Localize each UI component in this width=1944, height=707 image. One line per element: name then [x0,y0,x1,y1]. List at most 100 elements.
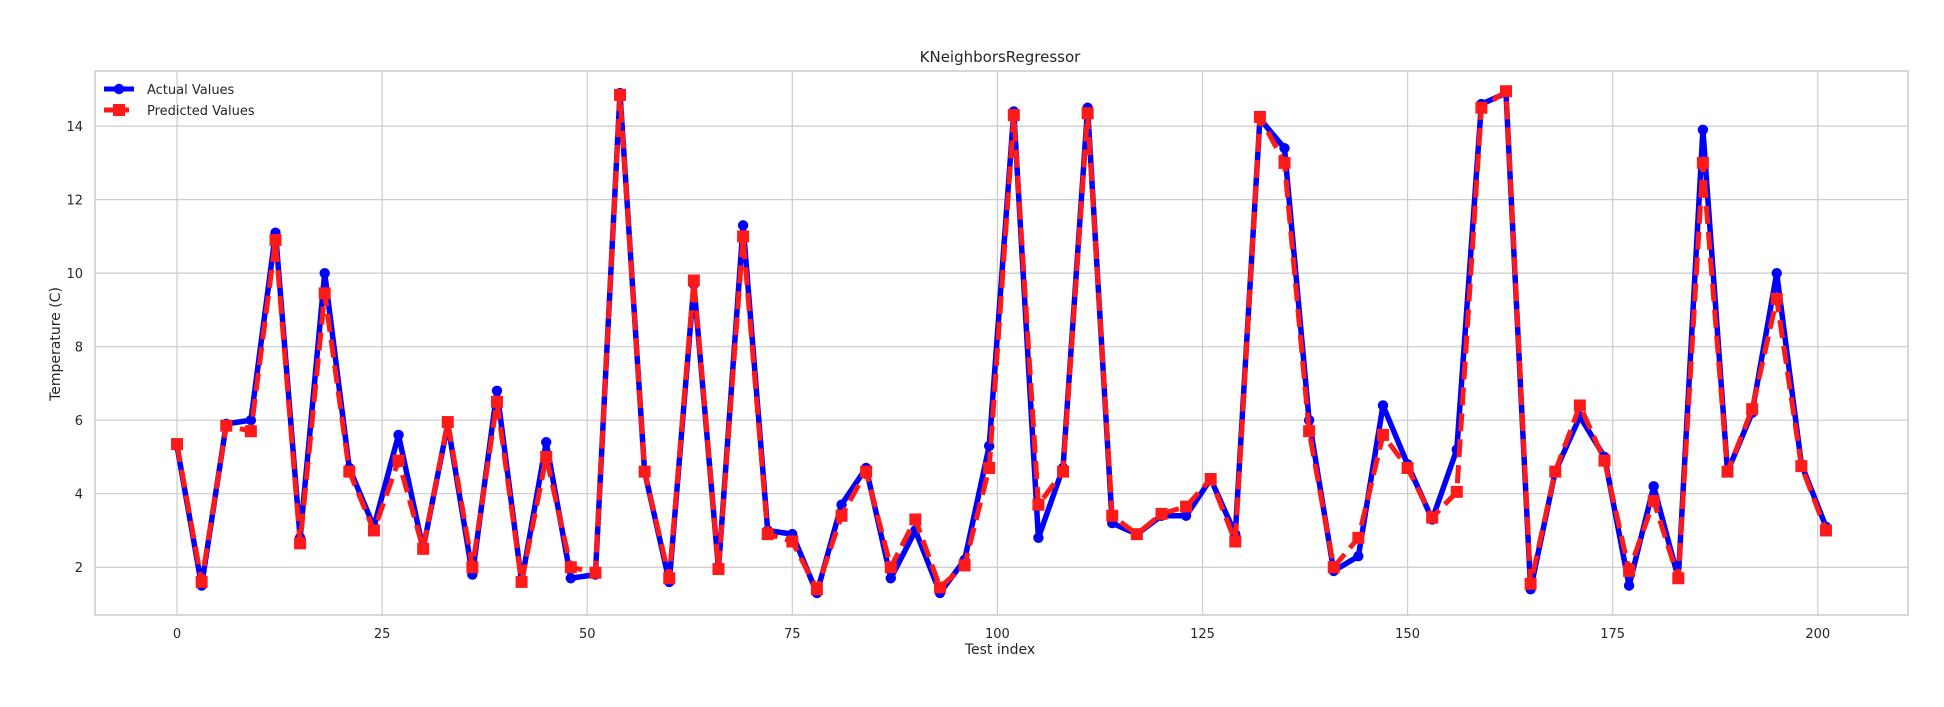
predicted-data-point [933,581,946,594]
predicted-data-point [1401,461,1414,474]
y-tick-label: 6 [75,414,83,429]
actual-data-point [1771,267,1782,279]
predicted-data-point [1278,156,1291,169]
predicted-data-point [1155,507,1168,520]
actual-data-point [393,429,404,441]
predicted-data-point [294,537,307,550]
predicted-data-point [1032,498,1045,511]
predicted-data-point [1204,473,1217,485]
predicted-data-point [958,559,971,572]
actual-data-point [1033,532,1044,544]
predicted-data-point [1524,577,1537,590]
legend-predicted-marker [113,104,125,116]
predicted-data-point [1057,465,1070,478]
predicted-series-line [174,88,1829,592]
x-tick-label: 200 [1805,627,1830,642]
predicted-data-point [1450,485,1463,498]
predicted-data-point [220,419,233,432]
y-tick-label: 4 [75,488,83,503]
legend-predicted-label: Predicted Values [147,104,255,119]
predicted-data-point [1500,85,1513,98]
actual-data-point [1377,400,1389,411]
actual-data-point [1648,481,1659,492]
predicted-data-point [171,438,184,451]
predicted-data-point [638,465,651,478]
predicted-data-point [860,465,873,478]
legend-actual-marker [113,83,125,95]
x-tick-label: 125 [1190,627,1215,642]
predicted-data-point [1130,528,1143,541]
actual-data-point [1180,510,1192,521]
predicted-data-point [1549,465,1562,478]
predicted-data-point [318,287,331,300]
predicted-data-point [466,561,479,574]
predicted-data-point [244,425,257,438]
predicted-data-point [1081,107,1094,120]
predicted-data-point [737,230,750,243]
predicted-data-point [367,524,380,537]
actual-data-point [1279,142,1290,154]
actual-data-point [491,385,503,396]
predicted-data-point [983,461,996,474]
actual-data-point [540,437,552,448]
x-tick-label: 150 [1395,627,1420,642]
predicted-data-point [761,528,774,541]
predicted-data-point [1721,465,1734,478]
predicted-data-point [884,561,897,574]
actual-data-point [1697,124,1709,136]
predicted-data-point [1623,564,1636,577]
predicted-data-point [441,416,454,429]
predicted-data-point [1598,454,1611,467]
predicted-data-point [835,509,848,522]
predicted-data-point [1696,156,1709,169]
y-tick-label: 14 [66,120,83,135]
predicted-data-point [1106,509,1119,522]
predicted-data-point [1303,425,1316,438]
tick-label-layer: 0 25 50 75 100 125 150 175 200 2 4 6 8 10 12 14 [66,120,1830,642]
y-tick-label: 8 [75,341,83,356]
x-tick-label: 100 [985,627,1010,642]
predicted-data-point [786,535,799,548]
predicted-data-point [589,566,602,579]
x-tick-label: 75 [784,627,801,642]
actual-data-point [1623,580,1635,591]
predicted-data-point [515,575,528,588]
chart-title: KNeighborsRegressor [920,48,1082,66]
predicted-data-point [1475,101,1488,114]
predicted-data-point [392,454,405,467]
predicted-data-point [1573,399,1586,412]
y-axis-label: Temperature (C) [48,287,64,402]
predicted-data-point [687,274,700,287]
predicted-data-point [540,450,553,463]
predicted-data-point [490,395,503,408]
predicted-data-point [1229,535,1242,548]
predicted-data-point [1672,572,1685,585]
x-axis-label: Test index [964,642,1035,658]
legend: Actual Values Predicted Values [104,83,255,119]
predicted-data-point [1352,531,1365,544]
series-layer [171,85,1832,599]
actual-data-point [245,414,257,426]
predicted-data-point [1770,292,1783,305]
y-tick-label: 10 [66,267,83,282]
actual-data-point [737,220,749,231]
legend-actual-label: Actual Values [147,83,235,98]
predicted-data-point [1819,524,1832,537]
actual-data-point [885,573,896,584]
predicted-data-point [1327,561,1340,574]
predicted-data-point [1376,428,1389,441]
predicted-data-point [564,561,577,574]
predicted-data-point [1180,500,1193,513]
predicted-data-point [1746,403,1759,416]
plot-frame [94,70,1909,616]
predicted-data-point [1426,511,1439,524]
y-tick-label: 12 [66,194,83,209]
actual-data-point [565,573,577,584]
predicted-data-point [195,575,208,588]
predicted-data-point [909,513,922,526]
predicted-data-point [269,234,282,247]
predicted-data-point [417,542,430,555]
